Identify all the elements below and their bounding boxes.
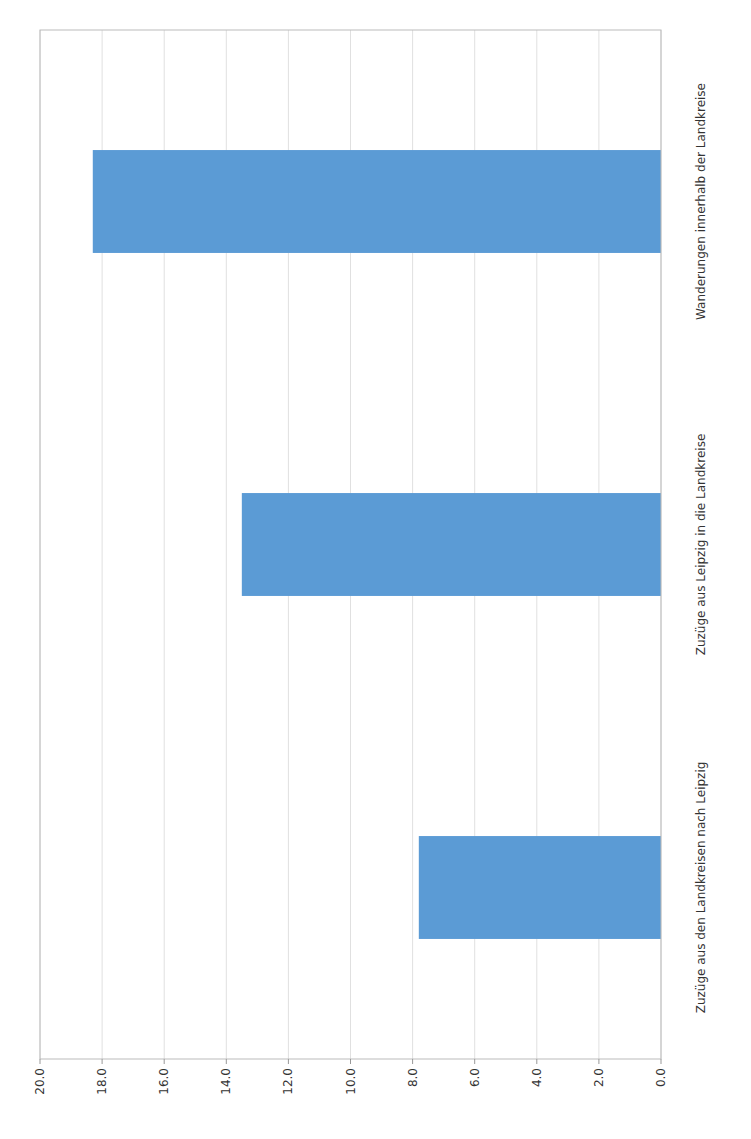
x-tick-label: 6.0: [468, 1068, 482, 1087]
x-tick-label: 16.0: [157, 1068, 171, 1095]
x-tick: [288, 1059, 289, 1064]
chart-svg: 0.0 2.0 4.0 6.0 8.0 10.0 12.0 14.0 16.0 18.0 20.0 Z…: [0, 0, 751, 1139]
x-tick: [536, 1059, 537, 1064]
x-tick-label: 2.0: [592, 1068, 606, 1087]
x-tick-label: 14.0: [219, 1068, 233, 1095]
category-label: Wanderungen innerhalb der Landkreise: [694, 83, 708, 320]
x-tick-label: 10.0: [344, 1068, 358, 1095]
x-tick: [164, 1059, 165, 1064]
x-tick-label: 8.0: [406, 1068, 420, 1087]
x-tick: [226, 1059, 227, 1064]
x-tick-label: 0.0: [654, 1068, 668, 1087]
y-axis: Zuzüge aus den Landkreisen nach Leipzig Z…: [694, 83, 708, 1013]
x-tick-label: 4.0: [530, 1068, 544, 1087]
bar: [419, 836, 661, 939]
x-tick: [598, 1059, 599, 1064]
bar: [93, 150, 661, 253]
x-tick: [350, 1059, 351, 1064]
category-label: Zuzüge aus den Landkreisen nach Leipzig: [694, 762, 708, 1014]
x-tick: [661, 1059, 662, 1064]
bar: [242, 493, 661, 596]
plot-frame: [40, 30, 661, 1059]
x-tick: [474, 1059, 475, 1064]
grid: [40, 30, 661, 1059]
x-axis: 0.0 2.0 4.0 6.0 8.0 10.0 12.0 14.0 16.0 18.0 20.0: [33, 1059, 668, 1095]
x-tick: [102, 1059, 103, 1064]
category-label: Zuzüge aus Leipzig in die Landkreise: [694, 434, 708, 656]
x-tick-label: 18.0: [95, 1068, 109, 1095]
page: {"chart_data": {"type": "bar", "orientat…: [0, 0, 751, 1139]
x-tick: [40, 1059, 41, 1064]
bars: [93, 150, 661, 939]
x-tick: [412, 1059, 413, 1064]
chart-container: 0.0 2.0 4.0 6.0 8.0 10.0 12.0 14.0 16.0 18.0 20.0 Z…: [0, 0, 751, 1139]
x-tick-label: 20.0: [33, 1068, 47, 1095]
x-tick-label: 12.0: [281, 1068, 295, 1095]
